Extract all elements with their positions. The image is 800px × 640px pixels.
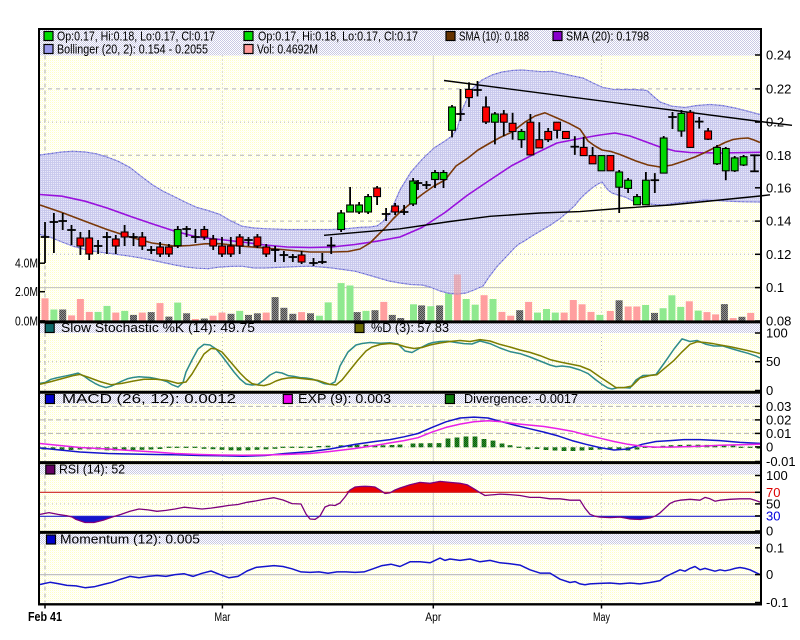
svg-text:0.12: 0.12 xyxy=(766,247,791,262)
svg-text:May: May xyxy=(593,612,610,624)
svg-text:100: 100 xyxy=(766,468,788,483)
svg-text:0.0M: 0.0M xyxy=(15,313,38,328)
svg-text:0.1: 0.1 xyxy=(766,280,784,295)
svg-text:0.22: 0.22 xyxy=(766,81,791,96)
svg-text:0: 0 xyxy=(766,524,773,539)
svg-text:0.01: 0.01 xyxy=(766,426,791,441)
svg-text:Slow Stochastic %K (14): 49.75: Slow Stochastic %K (14): 49.75 xyxy=(61,321,255,335)
svg-text:0.2: 0.2 xyxy=(766,115,784,130)
svg-text:0.02: 0.02 xyxy=(766,412,791,427)
svg-text:MACD (26, 12): 0.0012: MACD (26, 12): 0.0012 xyxy=(62,392,236,406)
svg-text:0: 0 xyxy=(766,383,773,398)
svg-text:0.08: 0.08 xyxy=(766,314,791,329)
svg-text:Momentum (12): 0.005: Momentum (12): 0.005 xyxy=(60,533,200,547)
svg-text:100: 100 xyxy=(766,326,788,341)
svg-text:0.03: 0.03 xyxy=(766,399,791,414)
svg-text:EXP (9): 0.003: EXP (9): 0.003 xyxy=(298,392,391,406)
svg-text:Op:0.17, Hi:0.18, Lo:0.17, Cl:: Op:0.17, Hi:0.18, Lo:0.17, Cl:0.17 xyxy=(258,30,418,44)
svg-text:SMA (20): 0.1798: SMA (20): 0.1798 xyxy=(566,30,649,44)
svg-text:-0.01: -0.01 xyxy=(766,454,796,469)
svg-text:Vol: 0.4692M: Vol: 0.4692M xyxy=(257,43,318,57)
svg-text:0.1: 0.1 xyxy=(766,540,784,555)
svg-text:4.0M: 4.0M xyxy=(15,256,38,271)
svg-text:Divergence: -0.0017: Divergence: -0.0017 xyxy=(464,392,578,406)
svg-text:70: 70 xyxy=(766,485,780,500)
svg-text:0.24: 0.24 xyxy=(766,48,791,63)
svg-text:50: 50 xyxy=(766,496,780,511)
svg-text:0.16: 0.16 xyxy=(766,180,791,195)
svg-text:0.14: 0.14 xyxy=(766,214,791,229)
svg-text:2.0M: 2.0M xyxy=(15,284,38,299)
svg-text:Op:0.17, Hi:0.18, Lo:0.17, Cl:: Op:0.17, Hi:0.18, Lo:0.17, Cl:0.17 xyxy=(57,30,215,44)
svg-text:0.18: 0.18 xyxy=(766,148,791,163)
svg-text:-0.1: -0.1 xyxy=(766,595,788,610)
svg-text:Apr: Apr xyxy=(425,612,441,624)
svg-text:SMA (10): 0.188: SMA (10): 0.188 xyxy=(459,30,529,44)
svg-text:Bollinger (20, 2): 0.154 - 0.2: Bollinger (20, 2): 0.154 - 0.2055 xyxy=(57,43,208,57)
svg-text:50: 50 xyxy=(766,354,780,369)
svg-text:0: 0 xyxy=(766,439,773,454)
svg-text:30: 30 xyxy=(766,508,780,523)
svg-text:Mar: Mar xyxy=(214,612,230,624)
svg-text:Feb 41: Feb 41 xyxy=(28,610,62,624)
svg-text:%D (3): 57.83: %D (3): 57.83 xyxy=(371,321,449,335)
svg-text:RSI (14): 52: RSI (14): 52 xyxy=(59,463,125,477)
svg-text:0: 0 xyxy=(766,567,773,582)
